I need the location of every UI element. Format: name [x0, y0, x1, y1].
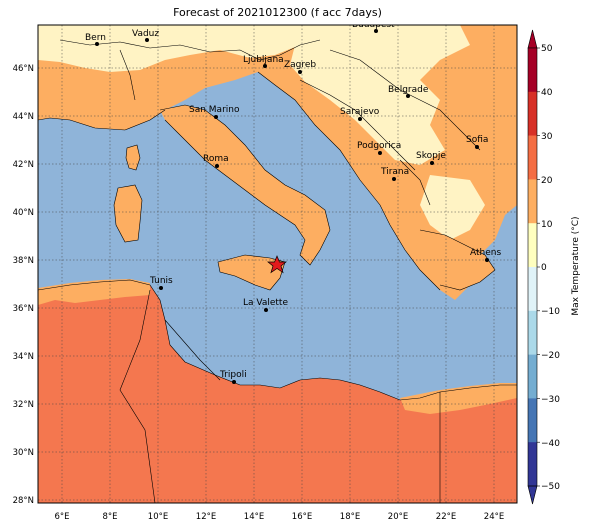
svg-text:−30: −30 — [541, 395, 560, 405]
cold-zone-pannonia — [360, 28, 410, 55]
city-label: Tunis — [149, 276, 173, 286]
city-label: La Valette — [243, 298, 288, 308]
svg-text:50: 50 — [541, 44, 553, 54]
colorbar — [527, 29, 540, 505]
star-marker — [267, 255, 287, 274]
svg-text:20°E: 20°E — [388, 512, 408, 522]
colorbar-segment — [528, 48, 537, 93]
map-title: Forecast of 2021012300 (f acc 7days) — [173, 6, 382, 19]
svg-text:8°E: 8°E — [102, 512, 117, 522]
colorbar-segment — [528, 179, 537, 224]
svg-text:28°N: 28°N — [13, 496, 34, 506]
cold-zone-east — [420, 175, 485, 240]
svg-text:6°E: 6°E — [54, 512, 69, 522]
svg-text:30°N: 30°N — [13, 448, 34, 458]
colorbar-segment — [528, 91, 537, 136]
city-label: Sofia — [466, 135, 488, 145]
colorbar-segment — [528, 398, 537, 443]
svg-text:46°N: 46°N — [13, 64, 34, 74]
svg-text:38°N: 38°N — [13, 256, 34, 266]
city-label: Budapest — [352, 20, 395, 30]
city-label: Belgrade — [388, 85, 429, 95]
svg-text:44°N: 44°N — [13, 112, 34, 122]
city-label: Athens — [470, 248, 501, 258]
colorbar-segment — [528, 442, 537, 487]
city-label: Bern — [85, 33, 106, 43]
cold-zone-balkans — [290, 25, 470, 165]
colorbar-segment — [528, 310, 537, 355]
colorbar-label: Max Temperature (°C) — [571, 216, 581, 315]
sicily — [218, 255, 285, 290]
svg-text:24°E: 24°E — [484, 512, 504, 522]
lat-tick-labels: 46°N 44°N 42°N 40°N 38°N 36°N 34°N 32°N … — [13, 64, 34, 506]
svg-text:30: 30 — [541, 132, 553, 142]
svg-text:10°E: 10°E — [148, 512, 168, 522]
cold-zone-alps — [38, 25, 300, 72]
city-label: Roma — [203, 154, 229, 164]
colorbar-segment — [528, 267, 537, 312]
colorbar-segment — [528, 135, 537, 180]
svg-text:36°N: 36°N — [13, 304, 34, 314]
svg-text:0: 0 — [541, 263, 547, 273]
city-labels: Bern Vaduz Budapest Ljubljana Zagreb Bel… — [85, 20, 501, 380]
graticule — [38, 25, 517, 503]
city-label: Skopje — [416, 151, 446, 161]
sardinia — [114, 185, 142, 242]
svg-text:40: 40 — [541, 88, 553, 98]
svg-text:10: 10 — [541, 220, 553, 230]
city-label: Tirana — [380, 167, 409, 177]
colorbar-tick-labels: 50 40 30 20 10 0 −10 −20 −30 −40 −50 — [541, 44, 560, 492]
libya-coastal-fringe — [400, 383, 517, 414]
city-label: Podgorica — [357, 141, 401, 151]
svg-text:34°N: 34°N — [13, 352, 34, 362]
svg-text:−40: −40 — [541, 439, 560, 449]
italy-peninsula — [160, 105, 330, 265]
north-africa — [38, 280, 517, 503]
city-label: Ljubljana — [243, 55, 284, 65]
city-markers — [95, 29, 489, 384]
svg-text:40°N: 40°N — [13, 208, 34, 218]
svg-text:−50: −50 — [541, 482, 560, 492]
svg-text:18°E: 18°E — [340, 512, 360, 522]
city-label: San Marino — [189, 105, 240, 115]
svg-text:22°E: 22°E — [436, 512, 456, 522]
svg-text:42°N: 42°N — [13, 160, 34, 170]
city-label: Tripoli — [219, 370, 247, 380]
lon-tick-labels: 6°E 8°E 10°E 12°E 14°E 16°E 18°E 20°E 22… — [54, 512, 504, 522]
colorbar-top-arrow — [527, 29, 538, 49]
map-frame — [37, 24, 518, 504]
svg-text:32°N: 32°N — [13, 400, 34, 410]
svg-text:12°E: 12°E — [196, 512, 216, 522]
city-label: Vaduz — [132, 29, 159, 39]
svg-text:20: 20 — [541, 176, 553, 186]
borders — [38, 39, 517, 503]
colorbar-segment — [528, 223, 537, 268]
map-area: Bern Vaduz Budapest Ljubljana Zagreb Bel… — [38, 20, 517, 503]
svg-text:−10: −10 — [541, 307, 560, 317]
city-label: Sarajevo — [340, 107, 380, 117]
svg-text:−20: −20 — [541, 351, 560, 361]
svg-text:16°E: 16°E — [292, 512, 312, 522]
city-label: Zagreb — [284, 60, 316, 70]
svg-text:14°E: 14°E — [244, 512, 264, 522]
colorbar-segment — [528, 354, 537, 399]
colorbar-bottom-arrow — [527, 485, 538, 505]
